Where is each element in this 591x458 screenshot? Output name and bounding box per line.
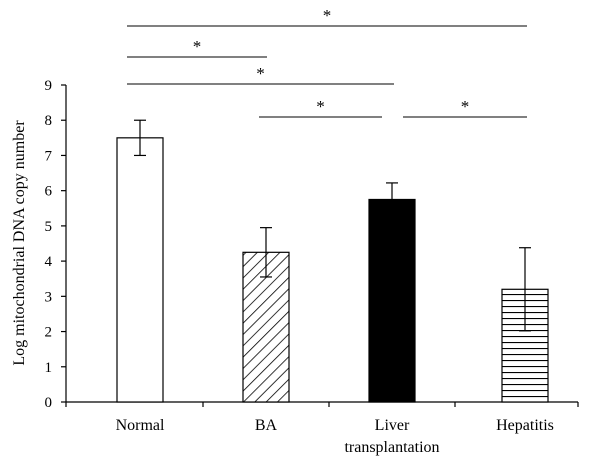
y-tick-label: 9 (45, 78, 53, 94)
bar (116, 137, 164, 403)
x-category-label: Normal (116, 417, 165, 434)
y-tick-label: 4 (45, 254, 53, 270)
x-category-label: BA (255, 417, 278, 434)
significance-star: * (316, 97, 325, 116)
y-tick-label: 8 (45, 113, 53, 129)
significance-star: * (323, 6, 332, 25)
y-tick-label: 0 (45, 395, 53, 411)
bar (368, 198, 416, 403)
significance-star: * (193, 37, 202, 56)
significance-star: * (461, 97, 470, 116)
y-tick-label: 5 (45, 219, 53, 235)
y-tick-label: 7 (45, 148, 53, 164)
y-axis-title: Log mitochondrial DNA copy number (11, 120, 28, 366)
x-category-label: transplantation (344, 439, 439, 456)
significance-star: * (256, 64, 265, 83)
y-tick-label: 3 (45, 289, 53, 305)
y-tick-label: 6 (45, 184, 53, 200)
y-tick-label: 1 (45, 360, 53, 376)
x-category-label: Liver (375, 417, 410, 434)
y-tick-label: 2 (45, 325, 53, 341)
x-category-label: Hepatitis (496, 417, 554, 434)
